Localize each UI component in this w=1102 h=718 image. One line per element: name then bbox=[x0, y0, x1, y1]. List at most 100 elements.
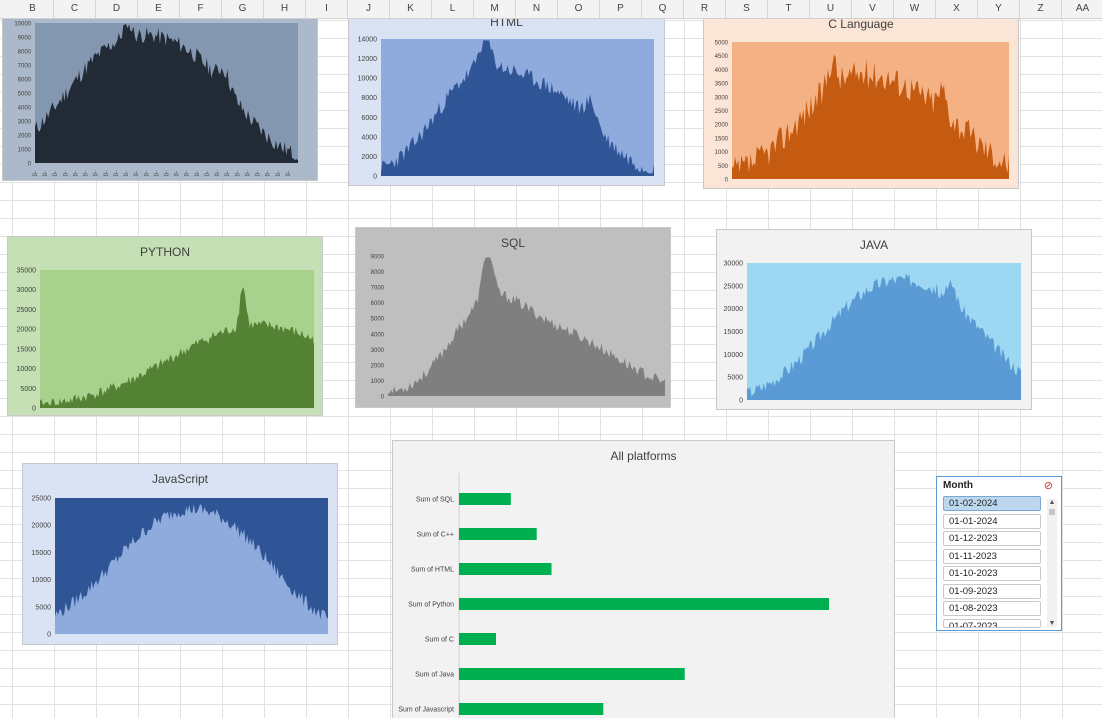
column-header-z[interactable]: Z bbox=[1020, 0, 1062, 18]
chart-c-language[interactable]: C Language 0 500 1000 1500 2000 2500 3000 3500 40… bbox=[703, 10, 1019, 189]
chart-unnamed-x-tick: 0- bbox=[144, 171, 150, 176]
chart-html-y-tick: 6000 bbox=[361, 115, 377, 122]
chart-c-language-y-tick: 3000 bbox=[715, 95, 729, 101]
chart-html-y-tick: 0 bbox=[373, 174, 377, 181]
bar-sum-of-python[interactable] bbox=[459, 598, 829, 610]
column-header-k[interactable]: K bbox=[390, 0, 432, 18]
slicer-item[interactable]: 01-12-2023 bbox=[943, 531, 1041, 546]
chart-sql-svg: 0 1000 2000 3000 4000 5000 6000 7000 8000 9000 bbox=[371, 255, 665, 401]
chart-c-language-y-tick: 0 bbox=[725, 178, 729, 184]
slicer-item[interactable]: 01-08-2023 bbox=[943, 601, 1041, 616]
column-header-s[interactable]: S bbox=[726, 0, 768, 18]
column-header-i[interactable]: I bbox=[306, 0, 348, 18]
slicer-title: Month bbox=[943, 480, 973, 491]
all-platforms-title: All platforms bbox=[610, 449, 677, 463]
chart-java[interactable]: JAVA 0 5000 10000 15000 20000 25000 30000 bbox=[716, 229, 1032, 410]
column-header-v[interactable]: V bbox=[852, 0, 894, 18]
chart-html-svg: 0 2000 4000 6000 8000 10000 12000 14000 bbox=[358, 37, 654, 181]
chart-all-platforms[interactable]: All platforms Sum of SQL Sum of C++ Sum of… bbox=[392, 440, 895, 718]
chart-unnamed-x-tick: 0- bbox=[185, 171, 191, 176]
slicer-item[interactable]: 01-10-2023 bbox=[943, 566, 1041, 581]
chart-unnamed-x-tick: 0- bbox=[195, 171, 201, 176]
column-header-c[interactable]: C bbox=[54, 0, 96, 18]
scroll-up-icon[interactable]: ▲ bbox=[1048, 499, 1056, 506]
chart-sql-y-tick: 4000 bbox=[371, 332, 385, 338]
chart-sql-y-tick: 2000 bbox=[371, 363, 385, 369]
bar-category-label: Sum of HTML bbox=[411, 567, 454, 574]
bar-sum-of-c[interactable] bbox=[459, 633, 496, 645]
column-header-d[interactable]: D bbox=[96, 0, 138, 18]
column-header-h[interactable]: H bbox=[264, 0, 306, 18]
chart-sql-y-tick: 7000 bbox=[371, 286, 385, 292]
column-header-m[interactable]: M bbox=[474, 0, 516, 18]
chart-javascript-y-tick: 5000 bbox=[35, 604, 51, 611]
column-header-q[interactable]: Q bbox=[642, 0, 684, 18]
column-header-b[interactable]: B bbox=[12, 0, 54, 18]
chart-unnamed-x-tick: 0- bbox=[134, 171, 140, 176]
slicer-item[interactable]: 01-11-2023 bbox=[943, 548, 1041, 564]
chart-unnamed-y-tick: 0 bbox=[28, 162, 32, 168]
column-header-l[interactable]: L bbox=[432, 0, 474, 18]
chart-unnamed-y-tick: 8000 bbox=[18, 50, 32, 56]
chart-html[interactable]: HTML 0 2000 4000 6000 8000 10000 12000 14000 bbox=[348, 10, 665, 186]
slicer-item[interactable]: 01-02-2024 bbox=[943, 496, 1041, 511]
column-header-u[interactable]: U bbox=[810, 0, 852, 18]
chart-unnamed-y-tick: 1000 bbox=[18, 148, 32, 154]
chart-unnamed-x-tick: 0- bbox=[43, 171, 49, 176]
column-header-t[interactable]: T bbox=[768, 0, 810, 18]
chart-sql-title: SQL bbox=[500, 236, 525, 250]
column-header-r[interactable]: R bbox=[684, 0, 726, 18]
column-header-f[interactable]: F bbox=[180, 0, 222, 18]
clear-filter-icon[interactable]: ⊘ bbox=[1043, 480, 1053, 492]
column-header-n[interactable]: N bbox=[516, 0, 558, 18]
chart-sql-y-tick: 9000 bbox=[371, 255, 385, 261]
chart-unnamed-x-tick: 0- bbox=[286, 171, 292, 176]
column-header-aa[interactable]: AA bbox=[1062, 0, 1102, 18]
chart-unnamed-area[interactable]: 0 1000 2000 3000 4000 5000 6000 7000 8000 9000 100… bbox=[2, 10, 318, 181]
bar-sum-of-java[interactable] bbox=[459, 668, 685, 680]
slicer-item[interactable]: 01-01-2024 bbox=[943, 513, 1041, 529]
chart-c-language-y-tick: 2000 bbox=[715, 123, 729, 129]
chart-sql[interactable]: SQL 0 1000 2000 3000 4000 5000 6000 7000 8000 9000 bbox=[355, 227, 671, 408]
chart-python-y-tick: 30000 bbox=[17, 287, 37, 294]
column-header-e[interactable]: E bbox=[138, 0, 180, 18]
chart-javascript[interactable]: JavaScript 0 5000 10000 15000 20000 25000 bbox=[22, 463, 338, 645]
chart-javascript-y-tick: 25000 bbox=[32, 496, 52, 503]
slicer-item[interactable]: 01-09-2023 bbox=[943, 583, 1041, 599]
month-slicer[interactable]: Month ⊘ 01-02-2024 01-01-2024 01-12-2023 01… bbox=[936, 476, 1062, 631]
column-header-w[interactable]: W bbox=[894, 0, 936, 18]
chart-c-language-y-tick: 2500 bbox=[715, 109, 729, 115]
bar-sum-of-sql[interactable] bbox=[459, 493, 511, 505]
bar-sum-of-javascript[interactable] bbox=[459, 703, 604, 715]
chart-python-y-tick: 25000 bbox=[17, 307, 37, 314]
chart-html-y-tick: 2000 bbox=[361, 154, 377, 161]
slicer-item[interactable]: 01-07-2023 bbox=[943, 618, 1041, 628]
chart-java-y-tick: 25000 bbox=[724, 283, 744, 290]
column-header-g[interactable]: G bbox=[222, 0, 264, 18]
chart-html-y-tick: 4000 bbox=[361, 134, 377, 141]
column-header-p[interactable]: P bbox=[600, 0, 642, 18]
chart-sql-y-tick: 0 bbox=[381, 395, 385, 401]
chart-unnamed-x-tick: 0- bbox=[73, 171, 79, 176]
chart-java-svg: 0 5000 10000 15000 20000 25000 30000 bbox=[724, 261, 1021, 405]
bar-category-label: Sum of Javascript bbox=[398, 707, 454, 714]
bar-sum-of-html[interactable] bbox=[459, 563, 552, 575]
column-header-j[interactable]: J bbox=[348, 0, 390, 18]
chart-unnamed-y-tick: 5000 bbox=[18, 92, 32, 98]
column-header-row: B C D E F G H I J K L M N O P Q R S T U V W X Y Z AA bbox=[0, 0, 1102, 19]
chart-unnamed-x-tick: 0- bbox=[114, 171, 120, 176]
chart-python[interactable]: PYTHON 0 5000 10000 15000 20000 25000 30000 3500… bbox=[7, 236, 323, 416]
chart-unnamed-y-tick: 6000 bbox=[18, 78, 32, 84]
scroll-thumb[interactable] bbox=[1049, 509, 1055, 515]
bar-sum-of-c-[interactable] bbox=[459, 528, 537, 540]
chart-javascript-y-tick: 15000 bbox=[32, 550, 52, 557]
slicer-scrollbar[interactable]: ▲ ▼ bbox=[1047, 499, 1057, 627]
column-header-y[interactable]: Y bbox=[978, 0, 1020, 18]
chart-c-language-y-tick: 500 bbox=[718, 164, 729, 170]
chart-python-y-tick: 35000 bbox=[17, 268, 37, 275]
scroll-down-icon[interactable]: ▼ bbox=[1048, 620, 1056, 627]
column-header-o[interactable]: O bbox=[558, 0, 600, 18]
column-header-x[interactable]: X bbox=[936, 0, 978, 18]
chart-c-language-y-tick: 1500 bbox=[715, 136, 729, 142]
chart-unnamed-y-tick: 3000 bbox=[18, 120, 32, 126]
